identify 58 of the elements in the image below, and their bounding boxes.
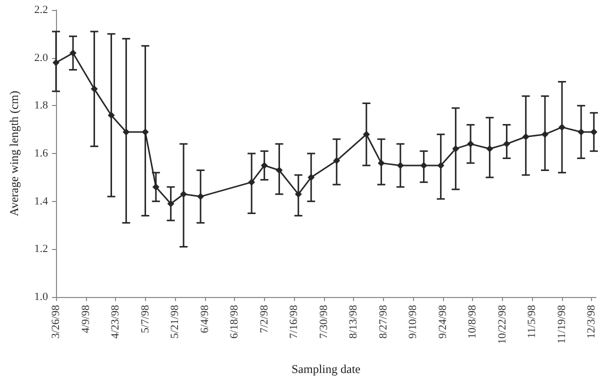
point — [578, 128, 585, 136]
point — [167, 200, 174, 208]
point — [590, 128, 598, 136]
point — [362, 130, 370, 138]
point — [308, 174, 315, 181]
x-tick-label: 10/8/98 — [466, 304, 479, 339]
point — [180, 190, 188, 198]
x-tick-label: 11/5/98 — [526, 304, 538, 338]
point — [467, 140, 474, 148]
x-tick-label: 7/2/98 — [258, 304, 270, 334]
y-tick-label: 1.8 — [34, 100, 48, 112]
point — [420, 162, 428, 169]
point — [294, 190, 302, 198]
point — [70, 50, 77, 57]
y-tick-label: 1.6 — [34, 148, 48, 160]
point — [437, 162, 444, 169]
y-tick-label: 1.4 — [34, 195, 48, 208]
point — [452, 145, 460, 152]
x-tick-label: 8/27/98 — [377, 304, 390, 339]
point — [260, 162, 268, 169]
point — [486, 145, 494, 152]
point — [396, 162, 404, 169]
point — [378, 160, 385, 167]
point — [276, 166, 283, 174]
x-tick-label: 4/9/98 — [80, 304, 92, 334]
point — [558, 124, 566, 131]
point — [522, 133, 530, 140]
y-tick-label: 2.2 — [34, 4, 48, 16]
point — [152, 183, 160, 190]
x-tick-label: 9/24/98 — [436, 304, 449, 339]
y-tick-label: 1.0 — [34, 291, 48, 303]
point — [142, 128, 149, 136]
point — [90, 85, 98, 92]
point — [333, 157, 340, 164]
x-tick-label: 5/21/98 — [169, 304, 182, 339]
x-tick-label: 12/3/98 — [586, 304, 598, 339]
point — [108, 112, 115, 119]
x-tick-label: 11/19/98 — [556, 304, 568, 344]
point — [248, 178, 256, 186]
x-tick-label: 8/13/98 — [348, 304, 360, 339]
point — [503, 140, 510, 148]
x-tick-label: 7/30/98 — [318, 304, 330, 339]
x-tick-label: 7/16/98 — [288, 304, 300, 339]
x-tick-label: 6/4/98 — [198, 304, 211, 334]
x-tick-label: 6/18/98 — [228, 304, 241, 339]
x-axis-title: Sampling date — [292, 362, 360, 376]
point — [122, 128, 130, 136]
y-axis-title: Average wing length (cm) — [7, 90, 21, 216]
x-tick-label: 10/22/98 — [496, 304, 508, 344]
y-tick-label: 1.2 — [34, 243, 48, 256]
x-tick-label: 4/23/98 — [110, 304, 122, 339]
point — [52, 59, 60, 66]
x-tick-label: 5/7/98 — [139, 304, 152, 334]
point — [541, 130, 548, 138]
x-tick-label: 9/10/98 — [407, 304, 420, 339]
point — [197, 193, 204, 200]
x-tick-label: 3/26/98 — [50, 304, 62, 339]
y-tick-label: 2.0 — [34, 52, 48, 64]
